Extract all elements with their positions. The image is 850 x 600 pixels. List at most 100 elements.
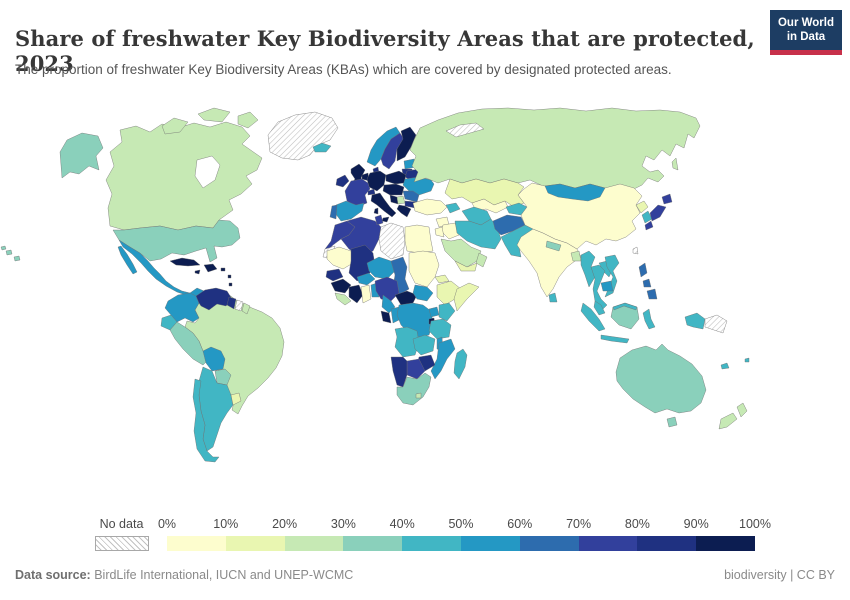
country-papua-new-guinea[interactable] (704, 314, 728, 334)
country-cote-divoire[interactable] (348, 284, 364, 304)
world-map[interactable] (0, 90, 850, 515)
country-sumatra[interactable] (580, 302, 606, 332)
country-bolivia[interactable] (202, 346, 226, 372)
country-hawaii[interactable] (0, 245, 21, 262)
country-french-guiana[interactable] (241, 302, 251, 315)
country-australia[interactable] (615, 343, 707, 414)
country-japan[interactable] (644, 193, 673, 231)
country-mauritania[interactable] (326, 246, 354, 270)
country-iceland[interactable] (312, 142, 332, 153)
country-cambodia[interactable] (600, 280, 614, 292)
country-north-korea[interactable] (635, 200, 649, 214)
country-madagascar[interactable] (453, 348, 468, 380)
country-borneo-malaysia[interactable] (612, 302, 638, 311)
country-hispaniola[interactable] (203, 263, 218, 273)
country-sierra-leone-liberia[interactable] (334, 292, 352, 306)
country-new-zealand-north[interactable] (736, 402, 748, 418)
country-italy-sardinia[interactable] (373, 207, 379, 215)
country-venezuela[interactable] (195, 287, 233, 311)
country-russia-sakhalin[interactable] (671, 157, 679, 171)
country-paraguay[interactable] (214, 368, 232, 386)
country-yemen[interactable] (454, 260, 478, 272)
legend-bin-70-80%[interactable] (578, 536, 638, 551)
country-iran[interactable] (454, 218, 502, 250)
country-lesser-antilles[interactable] (227, 274, 233, 287)
country-portugal[interactable] (329, 204, 338, 220)
country-uruguay[interactable] (230, 392, 242, 406)
country-fiji[interactable] (744, 357, 750, 363)
country-finland[interactable] (396, 126, 417, 162)
legend-bin-10-20%[interactable] (225, 536, 285, 551)
country-canada-arctic-2[interactable] (197, 107, 231, 123)
license-text[interactable]: biodiversity | CC BY (724, 568, 835, 582)
country-new-caledonia[interactable] (720, 362, 730, 370)
country-nepal[interactable] (545, 240, 562, 252)
country-bangladesh[interactable] (570, 250, 582, 262)
legend-bin-60-70%[interactable] (519, 536, 579, 551)
country-france[interactable] (344, 178, 371, 208)
country-somalia[interactable] (453, 282, 480, 312)
legend-bin-80-90%[interactable] (637, 536, 697, 551)
owid-logo[interactable]: Our World in Data (770, 10, 842, 55)
country-chile[interactable] (192, 378, 220, 463)
country-usa[interactable] (112, 219, 241, 263)
legend-bin-0-10%[interactable] (167, 536, 226, 551)
country-tasmania[interactable] (666, 416, 678, 428)
country-china[interactable] (517, 182, 643, 250)
country-turkey[interactable] (412, 198, 448, 216)
country-greenland[interactable] (267, 111, 339, 161)
country-new-zealand-south[interactable] (718, 412, 738, 430)
country-philippines[interactable] (638, 262, 658, 300)
country-uganda[interactable] (428, 306, 440, 318)
country-eritrea[interactable] (434, 274, 450, 284)
legend-no-data-swatch[interactable] (95, 536, 149, 551)
country-serbia-bosnia[interactable] (396, 195, 406, 205)
country-caucasus[interactable] (445, 202, 461, 214)
country-italy-sicily[interactable] (381, 216, 390, 223)
country-sweden[interactable] (380, 132, 405, 170)
country-guyana[interactable] (226, 296, 237, 310)
country-romania[interactable] (402, 190, 420, 203)
country-libya[interactable] (378, 222, 406, 260)
country-russia[interactable] (409, 107, 701, 190)
country-west-papua[interactable] (684, 312, 706, 330)
legend-bin-50-60%[interactable] (460, 536, 520, 551)
country-west-balkans[interactable] (389, 194, 399, 205)
country-tanzania[interactable] (428, 318, 452, 340)
country-kenya[interactable] (438, 302, 456, 322)
country-central-europe[interactable] (382, 183, 405, 196)
country-senegal[interactable] (325, 268, 344, 282)
country-egypt[interactable] (404, 224, 434, 254)
country-central-african-republic[interactable] (394, 290, 418, 306)
country-vietnam[interactable] (604, 254, 620, 298)
country-suriname[interactable] (234, 299, 244, 312)
country-italy[interactable] (370, 192, 397, 218)
country-sri-lanka[interactable] (548, 292, 558, 303)
country-jordan-israel[interactable] (434, 226, 445, 238)
country-taiwan[interactable] (632, 246, 639, 255)
country-sulawesi[interactable] (642, 308, 656, 330)
country-angola[interactable] (394, 326, 420, 358)
country-germany[interactable] (366, 170, 387, 192)
country-ireland[interactable] (335, 174, 350, 188)
country-namibia[interactable] (390, 356, 408, 388)
legend-bin-90-100%[interactable] (696, 536, 755, 551)
country-lesotho[interactable] (415, 392, 422, 399)
country-greece[interactable] (396, 204, 412, 218)
country-mozambique[interactable] (430, 338, 456, 380)
country-arctic-islands[interactable] (445, 122, 485, 138)
country-south-sudan[interactable] (412, 284, 434, 302)
country-oman[interactable] (475, 252, 488, 268)
country-mexico-baja[interactable] (117, 245, 138, 275)
country-puerto-rico[interactable] (220, 267, 226, 272)
country-nigeria[interactable] (374, 276, 400, 302)
country-gabon[interactable] (380, 310, 392, 324)
country-sudan[interactable] (408, 250, 440, 288)
country-alaska[interactable] (59, 132, 104, 179)
country-tunisia[interactable] (374, 214, 384, 226)
country-zambia[interactable] (412, 334, 436, 356)
country-canada[interactable] (105, 121, 263, 231)
legend-bin-40-50%[interactable] (402, 536, 461, 551)
legend-bin-30-40%[interactable] (343, 536, 403, 551)
legend-bin-20-30%[interactable] (284, 536, 344, 551)
